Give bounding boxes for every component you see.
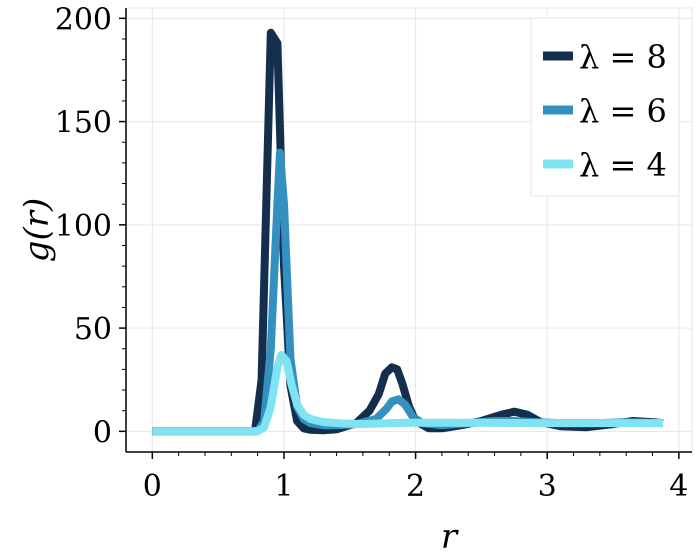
x-axis-label: r <box>441 517 459 557</box>
legend-label: λ = 6 <box>579 92 667 130</box>
legend-label: λ = 4 <box>579 146 667 184</box>
y-tick-label: 0 <box>93 415 112 450</box>
series-line-3 <box>152 350 663 436</box>
y-tick-label: 150 <box>55 106 112 141</box>
y-tick-label: 200 <box>55 2 112 37</box>
legend: λ = 8 λ = 6 λ = 4 <box>530 17 680 197</box>
y-axis-label: g(r) <box>17 198 57 263</box>
x-tick-label: 0 <box>143 469 162 504</box>
series-lines <box>152 28 664 436</box>
x-tick-label: 3 <box>538 469 557 504</box>
axes <box>125 8 692 453</box>
legend-label: λ = 8 <box>579 38 667 76</box>
x-tick-label: 2 <box>406 469 425 504</box>
y-tick-label: 100 <box>55 209 112 244</box>
y-tick-label: 50 <box>74 312 112 347</box>
ticks: 0 1 2 3 4 0 50 100 150 200 <box>55 2 689 504</box>
x-tick-label: 4 <box>669 469 688 504</box>
x-tick-label: 1 <box>274 469 293 504</box>
